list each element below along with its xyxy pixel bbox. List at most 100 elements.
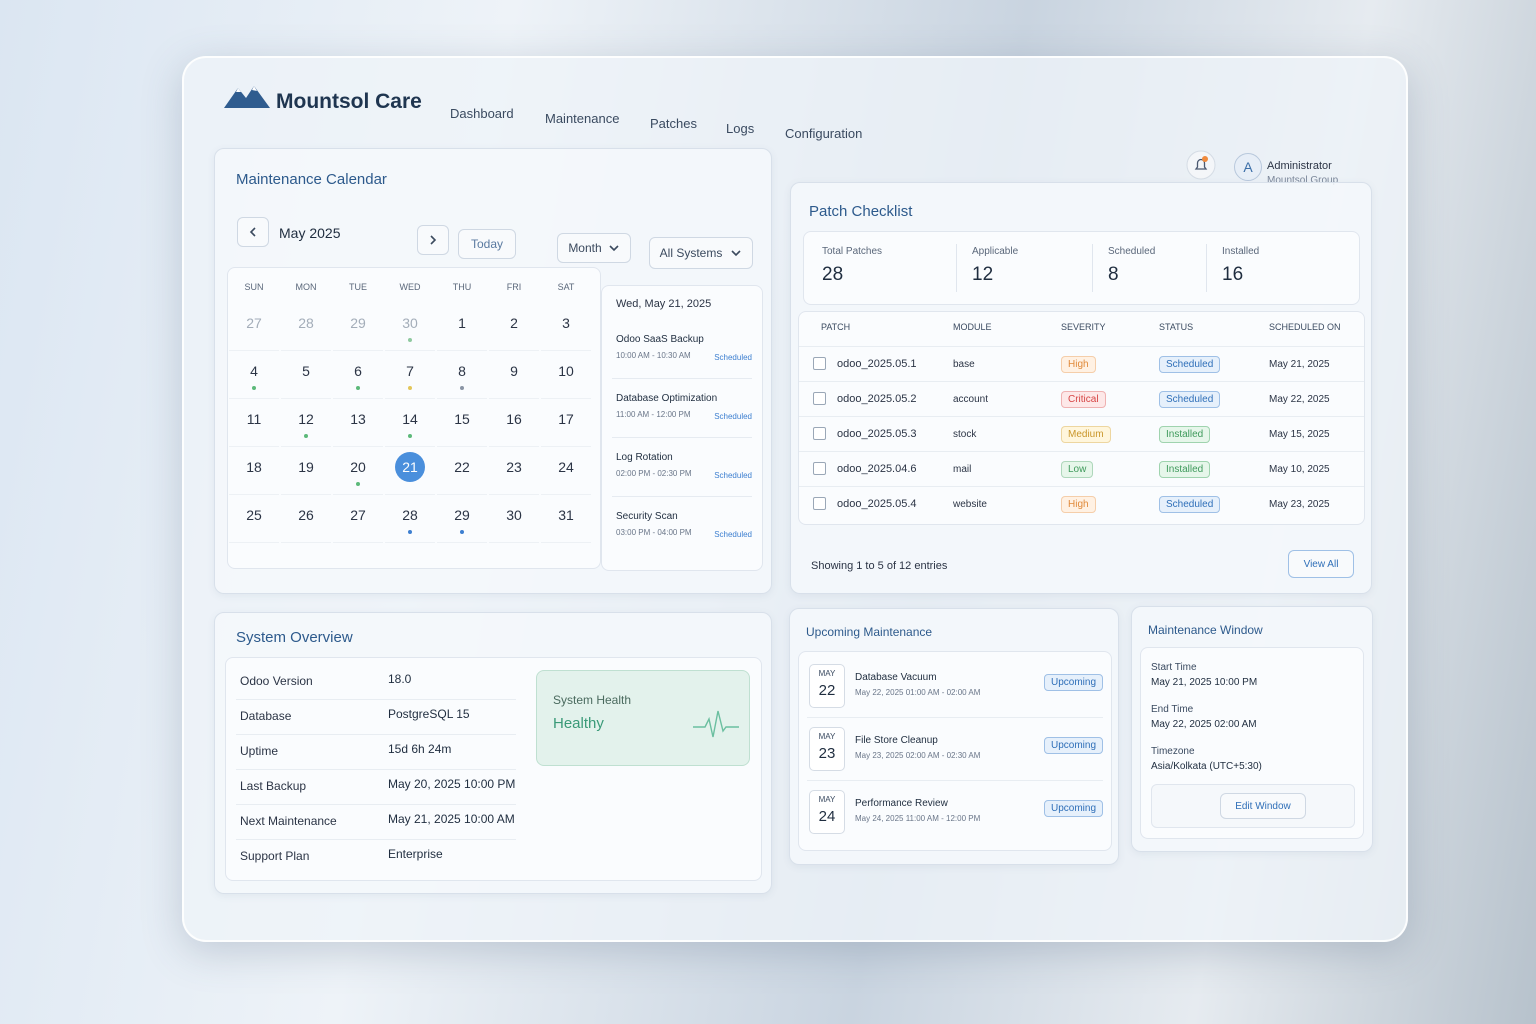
- day-cell[interactable]: 25: [229, 496, 279, 543]
- weekday: TUE: [349, 282, 367, 292]
- edit-window-button[interactable]: Edit Window: [1220, 793, 1306, 819]
- patch-table: PATCH MODULE SEVERITY STATUS SCHEDULED ON odo…: [798, 311, 1365, 525]
- day-cell[interactable]: 28: [281, 304, 331, 351]
- status-badge: Scheduled: [1159, 356, 1221, 373]
- item-time: May 23, 2025 02:00 AM - 02:30 AM: [855, 751, 981, 760]
- stat-label: Applicable: [972, 246, 1019, 257]
- table-row[interactable]: odoo_2025.04.6 mail Low Installed May 10, 20…: [799, 451, 1364, 486]
- nav-link[interactable]: Logs: [726, 121, 755, 136]
- row-checkbox[interactable]: [813, 497, 826, 510]
- day-number: 15: [454, 411, 470, 427]
- day-cell[interactable]: 11: [229, 400, 279, 447]
- day-cell[interactable]: 24: [541, 448, 591, 495]
- column-header: MODULE: [953, 322, 992, 332]
- logo: [224, 86, 270, 108]
- day-cell[interactable]: 18: [229, 448, 279, 495]
- day-cell[interactable]: 9: [489, 352, 539, 399]
- view-select[interactable]: Month: [557, 233, 631, 263]
- day-cell[interactable]: 5: [281, 352, 331, 399]
- nav-link[interactable]: Patches: [650, 116, 697, 131]
- avatar: A: [1234, 153, 1262, 181]
- day-number: 18: [246, 459, 262, 475]
- stat-label: Installed: [1222, 246, 1260, 257]
- event-dot: [252, 386, 256, 390]
- date-day: 24: [818, 808, 836, 825]
- status-badge: Upcoming: [1044, 674, 1104, 691]
- row-checkbox[interactable]: [813, 357, 826, 370]
- notification-bell[interactable]: [1186, 150, 1216, 180]
- day-cell[interactable]: 14: [385, 400, 435, 447]
- table-row[interactable]: odoo_2025.05.4 website High Scheduled May 23…: [799, 486, 1364, 521]
- day-cell[interactable]: 19: [281, 448, 331, 495]
- row-checkbox[interactable]: [813, 392, 826, 405]
- day-cell[interactable]: 27: [229, 304, 279, 351]
- health-card: System Health Healthy: [536, 670, 750, 766]
- status-badge: Upcoming: [1044, 737, 1104, 754]
- nav-link[interactable]: Dashboard: [450, 106, 514, 121]
- row-checkbox[interactable]: [813, 427, 826, 440]
- weekday: THU: [452, 282, 472, 292]
- day-cell[interactable]: 31: [541, 496, 591, 543]
- day-cell[interactable]: 17: [541, 400, 591, 447]
- card-title: System Overview: [236, 629, 353, 646]
- day-cell[interactable]: 23: [489, 448, 539, 495]
- item-title: Database Vacuum: [855, 672, 937, 683]
- day-number: 8: [458, 363, 466, 379]
- table-row[interactable]: odoo_2025.05.2 account Critical Scheduled Ma…: [799, 381, 1364, 416]
- day-number: 2: [510, 315, 518, 331]
- stat-value: 16: [1222, 264, 1244, 285]
- day-number: 30: [402, 315, 418, 331]
- divider: [612, 378, 752, 379]
- day-cell[interactable]: 10: [541, 352, 591, 399]
- divider: [612, 496, 752, 497]
- day-cell[interactable]: 6: [333, 352, 383, 399]
- system-filter[interactable]: All Systems: [649, 237, 753, 269]
- weekday: WED: [399, 282, 421, 292]
- day-cell[interactable]: 2: [489, 304, 539, 351]
- day-number: 11: [246, 411, 262, 427]
- day-cell[interactable]: 15: [437, 400, 487, 447]
- day-cell[interactable]: 7: [385, 352, 435, 399]
- day-cell[interactable]: 3: [541, 304, 591, 351]
- today-button[interactable]: Today: [458, 229, 516, 259]
- day-cell[interactable]: 30: [385, 304, 435, 351]
- day-cell[interactable]: 29: [333, 304, 383, 351]
- module: mail: [953, 464, 972, 475]
- day-cell[interactable]: 26: [281, 496, 331, 543]
- card-title: Upcoming Maintenance: [806, 625, 933, 639]
- day-cell[interactable]: 8: [437, 352, 487, 399]
- table-row[interactable]: odoo_2025.05.1 base High Scheduled May 21, 2…: [799, 346, 1364, 381]
- day-cell[interactable]: 12: [281, 400, 331, 447]
- table-row[interactable]: odoo_2025.05.3 stock Medium Installed May 15…: [799, 416, 1364, 451]
- day-number: 28: [298, 315, 314, 331]
- day-cell[interactable]: 30: [489, 496, 539, 543]
- day-cell[interactable]: 4: [229, 352, 279, 399]
- day-number: 31: [558, 507, 574, 523]
- event-dot: [408, 338, 412, 342]
- day-cell[interactable]: 28: [385, 496, 435, 543]
- row-checkbox[interactable]: [813, 462, 826, 475]
- day-cell[interactable]: 1: [437, 304, 487, 351]
- health-label: System Health: [553, 693, 632, 707]
- day-cell[interactable]: 21: [385, 448, 435, 495]
- event-status: Scheduled: [714, 471, 752, 480]
- day-cell[interactable]: 16: [489, 400, 539, 447]
- chevron-left: [249, 227, 256, 237]
- card-title: Patch Checklist: [809, 203, 913, 220]
- day-number: 29: [350, 315, 366, 331]
- nav-link[interactable]: Maintenance: [545, 111, 620, 126]
- field-label: End Time: [1151, 704, 1194, 715]
- window-body: Start Time May 21, 2025 10:00 PM End Time M…: [1140, 647, 1364, 839]
- day-cell[interactable]: 13: [333, 400, 383, 447]
- day-cell[interactable]: 20: [333, 448, 383, 495]
- view-all-button[interactable]: View All: [1288, 550, 1354, 578]
- nav-link[interactable]: Configuration: [785, 126, 863, 141]
- day-cell[interactable]: 22: [437, 448, 487, 495]
- prev-button[interactable]: [237, 217, 269, 247]
- day-cell[interactable]: 29: [437, 496, 487, 543]
- next-button[interactable]: [417, 225, 449, 255]
- user-name: Administrator: [1267, 160, 1332, 172]
- severity-badge: Critical: [1061, 391, 1106, 408]
- stat-divider: [1092, 244, 1093, 292]
- day-cell[interactable]: 27: [333, 496, 383, 543]
